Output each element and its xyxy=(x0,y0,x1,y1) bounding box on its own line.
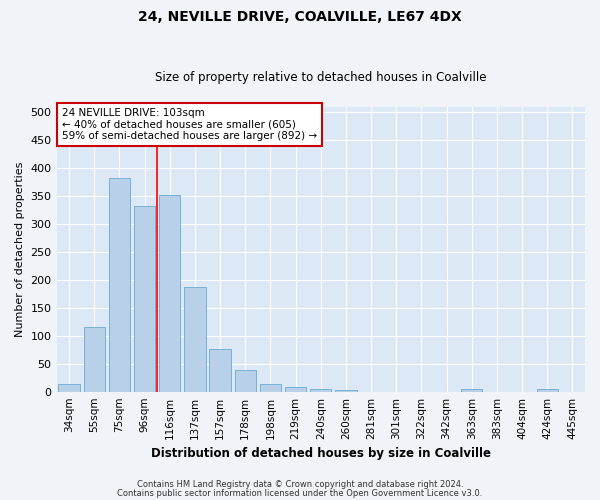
Bar xyxy=(134,206,155,392)
Bar xyxy=(209,349,231,392)
Text: Contains HM Land Registry data © Crown copyright and database right 2024.: Contains HM Land Registry data © Crown c… xyxy=(137,480,463,489)
Bar xyxy=(536,390,558,392)
Bar xyxy=(184,286,206,392)
Bar xyxy=(461,390,482,392)
Bar xyxy=(109,178,130,392)
Bar xyxy=(310,389,331,392)
Bar xyxy=(285,387,307,392)
Text: Contains public sector information licensed under the Open Government Licence v3: Contains public sector information licen… xyxy=(118,489,482,498)
Bar xyxy=(83,328,105,392)
Text: 24 NEVILLE DRIVE: 103sqm
← 40% of detached houses are smaller (605)
59% of semi-: 24 NEVILLE DRIVE: 103sqm ← 40% of detach… xyxy=(62,108,317,141)
Bar xyxy=(159,195,181,392)
X-axis label: Distribution of detached houses by size in Coalville: Distribution of detached houses by size … xyxy=(151,447,491,460)
Bar xyxy=(58,384,80,392)
Bar xyxy=(260,384,281,392)
Y-axis label: Number of detached properties: Number of detached properties xyxy=(15,162,25,337)
Bar xyxy=(335,390,356,392)
Title: Size of property relative to detached houses in Coalville: Size of property relative to detached ho… xyxy=(155,72,487,85)
Bar xyxy=(235,370,256,392)
Text: 24, NEVILLE DRIVE, COALVILLE, LE67 4DX: 24, NEVILLE DRIVE, COALVILLE, LE67 4DX xyxy=(138,10,462,24)
